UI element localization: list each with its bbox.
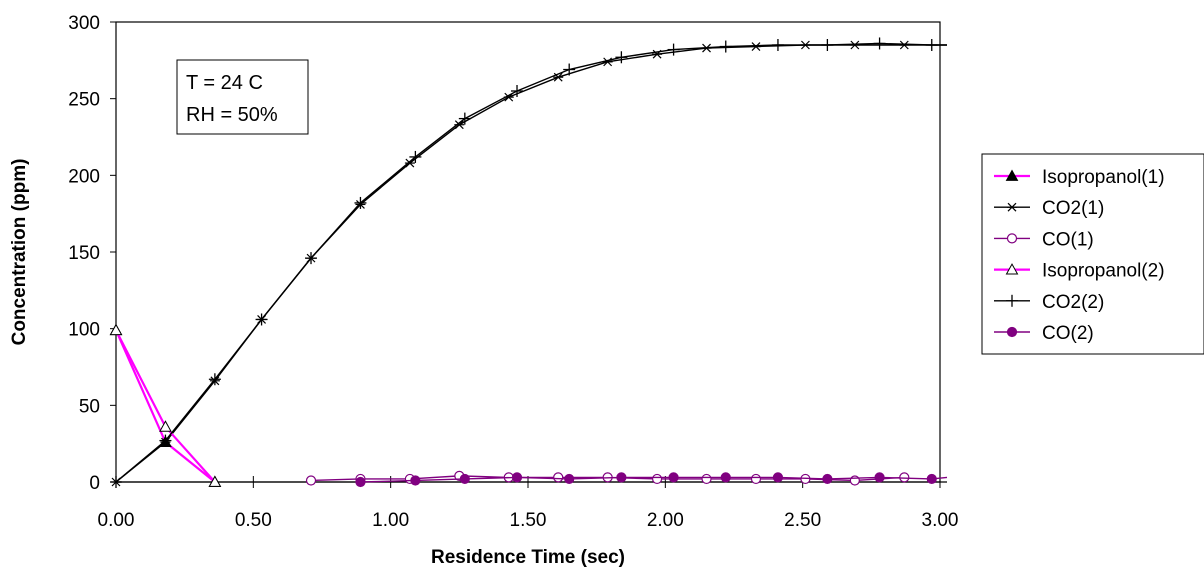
data-point — [771, 39, 784, 51]
legend-box — [981, 153, 1204, 355]
annotation-humidity: RH = 50% — [186, 104, 278, 126]
legend-item: Isopropanol(2) — [994, 261, 1165, 282]
x-tick-label: 3.00 — [922, 510, 959, 531]
data-point — [564, 473, 575, 485]
data-point — [305, 252, 318, 265]
annotation-box: T = 24 C RH = 50% — [176, 59, 309, 135]
legend: Isopropanol(1) CO2(1) CO(1) Isopropanol(2) C… — [981, 153, 1204, 355]
data-point — [159, 434, 172, 447]
series-line — [114, 329, 216, 483]
data-point — [849, 475, 860, 486]
y-tick-label: 0 — [89, 473, 100, 494]
data-point — [616, 472, 627, 483]
legend-label: Isopropanol(2) — [1042, 261, 1165, 282]
data-point — [750, 473, 762, 485]
series-layer — [109, 37, 948, 488]
x-tick-label: 2.00 — [647, 510, 684, 531]
x-tick-label: 2.50 — [784, 510, 821, 531]
y-axis-title: Concentration (ppm) — [9, 159, 30, 346]
legend-item: CO(1) — [994, 229, 1094, 250]
y-tick-label: 150 — [68, 243, 100, 264]
legend-label: CO(1) — [1042, 229, 1094, 250]
data-point — [720, 472, 731, 483]
data-point — [355, 476, 366, 488]
legend-label: CO2(1) — [1042, 198, 1104, 219]
x-axis: 0.00 0.50 1.00 1.50 2.00 2.50 3.00 — [98, 476, 959, 531]
legend-marker — [1006, 233, 1018, 244]
y-tick-label: 50 — [79, 396, 100, 417]
x-tick-label: 0.00 — [98, 510, 135, 531]
data-point — [899, 40, 910, 50]
data-point — [110, 476, 122, 488]
data-point — [511, 85, 524, 97]
data-point — [404, 158, 415, 168]
data-point — [651, 473, 663, 485]
data-point — [849, 40, 860, 50]
data-point — [615, 51, 628, 64]
legend-marker — [1006, 294, 1018, 307]
series-co2-2- — [110, 37, 947, 488]
data-point — [719, 40, 732, 53]
y-tick-label: 100 — [68, 320, 100, 341]
data-point — [668, 472, 679, 483]
data-point — [208, 373, 221, 386]
series-line — [115, 42, 947, 483]
legend-marker — [1005, 169, 1019, 181]
legend-item: CO(2) — [994, 323, 1094, 344]
x-tick-label: 1.50 — [510, 510, 547, 531]
data-point — [701, 473, 712, 485]
y-axis: 0 50 100 150 200 250 300 — [68, 13, 116, 494]
data-point — [925, 39, 938, 51]
series-isopropanol-1- — [109, 323, 222, 487]
data-point — [667, 43, 680, 56]
data-point — [354, 196, 367, 209]
data-point — [563, 63, 576, 76]
legend-item: CO2(1) — [994, 198, 1104, 219]
data-point — [458, 112, 471, 125]
data-point — [409, 150, 422, 163]
x-tick-label: 1.00 — [372, 510, 409, 531]
annotation-temperature: T = 24 C — [186, 72, 263, 94]
data-point — [208, 475, 222, 487]
series-line — [115, 329, 216, 483]
y-tick-label: 200 — [68, 166, 100, 187]
x-tick-label: 0.50 — [235, 510, 272, 531]
legend-item: CO2(2) — [994, 292, 1104, 313]
data-point — [874, 472, 885, 483]
data-point — [750, 42, 761, 51]
data-point — [553, 472, 564, 483]
legend-marker — [1006, 326, 1018, 338]
data-point — [511, 472, 523, 483]
legend-marker — [1005, 263, 1019, 275]
data-point — [821, 39, 834, 51]
legend-label: Isopropanol(1) — [1042, 167, 1165, 188]
data-point — [410, 475, 421, 486]
series-isopropanol-2- — [109, 323, 222, 487]
data-point — [305, 475, 317, 486]
data-point — [459, 473, 470, 485]
series-co-2- — [355, 472, 948, 488]
y-tick-label: 250 — [68, 90, 100, 111]
data-point — [159, 420, 172, 432]
data-point — [772, 472, 784, 483]
data-point — [255, 313, 268, 326]
y-tick-label: 300 — [68, 13, 100, 34]
legend-item: Isopropanol(1) — [994, 167, 1165, 188]
legend-marker — [1007, 202, 1017, 212]
data-point — [822, 473, 833, 485]
data-point — [109, 323, 123, 336]
data-point — [873, 37, 886, 50]
legend-label: CO2(2) — [1042, 292, 1104, 313]
legend-label: CO(2) — [1042, 323, 1094, 344]
data-point — [926, 473, 937, 485]
x-axis-title: Residence Time (sec) — [431, 547, 625, 568]
